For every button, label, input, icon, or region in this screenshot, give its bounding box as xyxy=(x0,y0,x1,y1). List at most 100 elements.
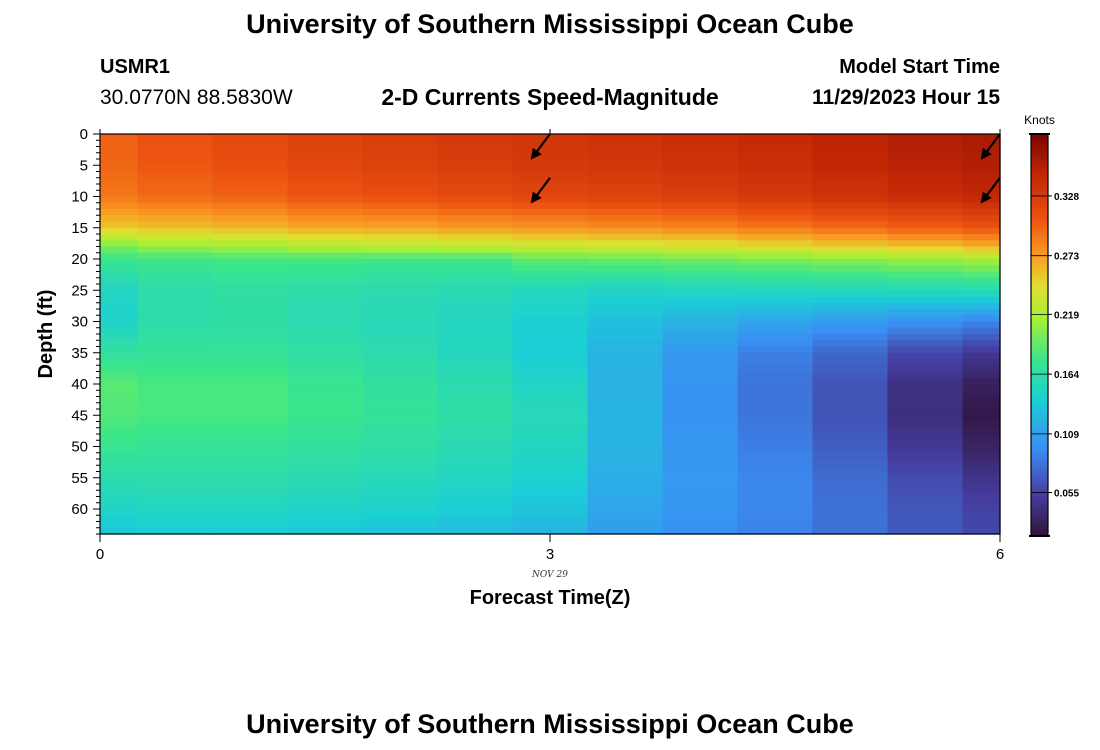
heatmap-cell xyxy=(887,390,964,398)
heatmap-cell xyxy=(512,509,589,516)
heatmap-cell xyxy=(212,477,289,485)
heatmap-cell xyxy=(362,315,439,323)
heatmap-cell xyxy=(287,196,364,204)
heatmap-cell xyxy=(962,315,1001,323)
heatmap-cell xyxy=(737,359,814,366)
heatmap-cell xyxy=(512,352,589,360)
heatmap-cell xyxy=(587,452,664,460)
heatmap-cell xyxy=(212,509,289,516)
heatmap-cell xyxy=(512,177,589,185)
heatmap-cell xyxy=(287,252,364,260)
heatmap-cell xyxy=(662,402,739,410)
heatmap-cell xyxy=(587,471,664,479)
heatmap-cell xyxy=(887,484,964,491)
heatmap-cell xyxy=(437,265,514,273)
heatmap-cell xyxy=(137,171,214,179)
heatmap-cell xyxy=(737,490,814,498)
heatmap-cell xyxy=(212,134,289,141)
colorbar-segment xyxy=(1031,502,1048,507)
heatmap-cell xyxy=(812,390,889,398)
heatmap-cell xyxy=(137,221,214,229)
heatmap-cell xyxy=(587,440,664,448)
heatmap-cell xyxy=(137,290,214,298)
heatmap-cell xyxy=(512,490,589,498)
colorbar-segment xyxy=(1031,294,1048,299)
heatmap-cell xyxy=(812,490,889,498)
heatmap-cell xyxy=(137,390,214,398)
heatmap-cell xyxy=(962,415,1001,423)
x-date-label: NOV 29 xyxy=(531,570,568,580)
heatmap-cell xyxy=(962,509,1001,516)
heatmap-cell xyxy=(362,240,439,248)
heatmap-cell xyxy=(812,246,889,254)
heatmap-cell xyxy=(662,409,739,416)
colorbar-segment xyxy=(1031,452,1048,457)
heatmap-cell xyxy=(362,515,439,523)
heatmap-cell xyxy=(662,302,739,310)
heatmap-cell xyxy=(962,440,1001,448)
heatmap-cell xyxy=(662,415,739,423)
heatmap-cell xyxy=(662,427,739,435)
heatmap-cell xyxy=(437,271,514,279)
heatmap-cell xyxy=(212,327,289,335)
heatmap-cell xyxy=(887,477,964,485)
heatmap-cell xyxy=(962,146,1001,154)
colorbar-tick-label: 0.219 xyxy=(1054,310,1079,321)
heatmap-cell xyxy=(362,371,439,379)
heatmap-cell xyxy=(812,234,889,241)
heatmap-cell xyxy=(887,496,964,504)
heatmap-cell xyxy=(962,359,1001,366)
heatmap-cell xyxy=(662,152,739,160)
heatmap-cell xyxy=(362,234,439,241)
heatmap-cell xyxy=(362,140,439,148)
heatmap-cell xyxy=(362,302,439,310)
heatmap-cell xyxy=(437,490,514,498)
heatmap-cell xyxy=(137,246,214,254)
heatmap-cell xyxy=(887,459,964,466)
colorbar-unit: Knots xyxy=(1024,113,1055,127)
heatmap-cell xyxy=(587,384,664,391)
heatmap-cell xyxy=(437,402,514,410)
heatmap-cell xyxy=(100,227,139,235)
heatmap-cell xyxy=(962,221,1001,229)
colorbar-segment xyxy=(1031,348,1048,353)
heatmap-cell xyxy=(737,202,814,210)
heatmap-cell xyxy=(137,165,214,173)
heatmap-cell xyxy=(287,371,364,379)
colorbar-segment xyxy=(1031,301,1048,306)
heatmap-cell xyxy=(437,434,514,441)
heatmap-cell xyxy=(512,496,589,504)
heatmap-cell xyxy=(587,427,664,435)
heatmap-cell xyxy=(512,365,589,373)
heatmap-cell xyxy=(362,290,439,298)
colorbar-segment xyxy=(1031,361,1048,366)
heatmap-cell xyxy=(812,377,889,385)
colorbar-segment xyxy=(1031,499,1048,503)
heatmap-cell xyxy=(662,359,739,366)
heatmap-cell xyxy=(737,252,814,260)
heatmap-cell xyxy=(100,434,139,441)
heatmap-cell xyxy=(212,377,289,385)
heatmap-cell xyxy=(362,484,439,491)
colorbar-segment xyxy=(1031,462,1048,467)
heatmap-cell xyxy=(362,221,439,229)
current-vector-arrow xyxy=(980,177,1001,204)
heatmap-cell xyxy=(437,177,514,185)
heatmap-cell xyxy=(137,152,214,160)
heatmap-cell xyxy=(737,377,814,385)
heatmap-cell xyxy=(100,521,139,529)
heatmap-cell xyxy=(512,152,589,160)
heatmap-cell xyxy=(512,477,589,485)
heatmap-cell xyxy=(737,365,814,373)
heatmap-cell xyxy=(587,227,664,235)
colorbar-segment xyxy=(1031,214,1048,219)
heatmap-cell xyxy=(362,402,439,410)
heatmap-cell xyxy=(287,452,364,460)
heatmap-cell xyxy=(887,152,964,160)
heatmap-cell xyxy=(362,159,439,166)
heatmap-cell xyxy=(512,290,589,298)
colorbar-segment xyxy=(1031,308,1048,313)
heatmap-cell xyxy=(287,302,364,310)
y-tick-label: 50 xyxy=(71,439,88,456)
colorbar-segment xyxy=(1031,237,1048,242)
